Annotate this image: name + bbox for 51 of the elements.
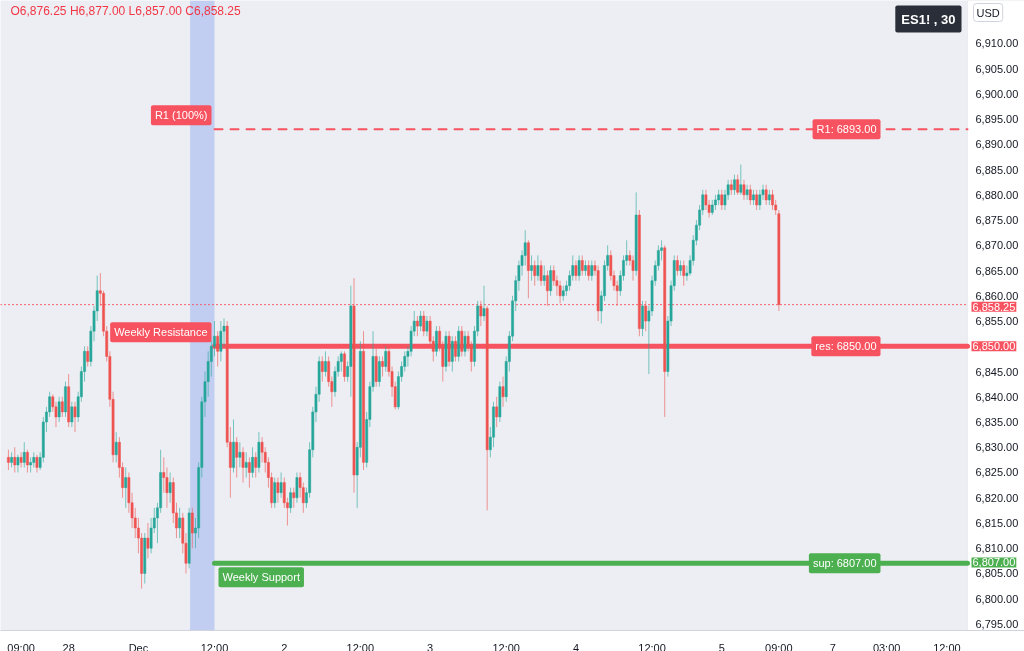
x-tick-label: 5 [718, 641, 725, 651]
y-tick-label: 6,807.00 [972, 556, 1016, 569]
y-tick-label: 6,810.00 [975, 542, 1019, 555]
x-tick-label: 4 [572, 641, 580, 651]
x-tick-label: 3 [427, 641, 434, 651]
x-tick-label: 09:00 [765, 641, 793, 651]
y-tick-label: 6,870.00 [975, 239, 1019, 252]
y-tick-label: 6,890.00 [975, 138, 1019, 151]
x-tick-label: 12:00 [346, 641, 375, 651]
x-tick-label: 12:00 [200, 641, 229, 651]
y-tick-label: 6,855.00 [975, 315, 1019, 328]
y-tick-label: 6,875.00 [975, 214, 1019, 227]
y-tick-label: 6,905.00 [975, 62, 1019, 75]
x-tick-label: 09:00 [7, 641, 35, 651]
y-tick-label: 6,800.00 [975, 592, 1019, 605]
x-tick-label: 2 [281, 641, 288, 651]
y-tick-label: 6,830.00 [975, 441, 1019, 454]
ref-line-label: res: 6850.00 [815, 340, 877, 353]
candlestick [19, 451, 23, 468]
x-tick-label: 28 [62, 641, 75, 651]
text: ES1! , 30 [901, 11, 956, 27]
text: USD [976, 6, 1000, 19]
y-tick-label: 6,858.25 [972, 300, 1016, 313]
x-tick-label: 7 [829, 641, 836, 651]
y-tick-label: 6,910.00 [975, 37, 1019, 50]
x-tick-label: 12:00 [492, 641, 520, 651]
y-tick-label: 6,895.00 [975, 113, 1019, 126]
x-tick-label: 12:00 [638, 641, 666, 651]
y-tick-label: 6,835.00 [975, 416, 1019, 429]
y-tick-label: 6,850.00 [972, 340, 1016, 353]
annotation: O6,876.25 H6,877.00 L6,857.00 C6,858.25 [10, 3, 242, 18]
y-tick-label: 6,900.00 [975, 87, 1019, 100]
y-tick-label: 6,860.00 [975, 289, 1019, 302]
annotation: Weekly Resistance [114, 326, 208, 339]
y-tick-label: 6,825.00 [975, 466, 1019, 479]
x-tick-label: 03:00 [872, 641, 901, 651]
ref-line-label: sup: 6807.00 [812, 557, 877, 570]
y-tick-label: 6,845.00 [975, 365, 1019, 378]
y-tick-label: 6,815.00 [975, 516, 1019, 529]
annotation: Weekly Support [222, 571, 300, 584]
y-tick-label: 6,880.00 [975, 188, 1019, 201]
y-tick-label: 6,885.00 [975, 163, 1019, 176]
x-tick-label: 12:00 [933, 641, 961, 651]
y-tick-label: 6,820.00 [975, 491, 1019, 504]
annotation: R1 (100%) [154, 109, 208, 122]
y-tick-label: 6,865.00 [975, 264, 1019, 277]
x-tick-label: Dec [128, 641, 149, 651]
ref-line-label: R1: 6893.00 [816, 123, 877, 136]
y-tick-label: 6,795.00 [975, 617, 1019, 630]
y-tick-label: 6,805.00 [975, 567, 1019, 580]
y-tick-label: 6,840.00 [975, 390, 1019, 403]
